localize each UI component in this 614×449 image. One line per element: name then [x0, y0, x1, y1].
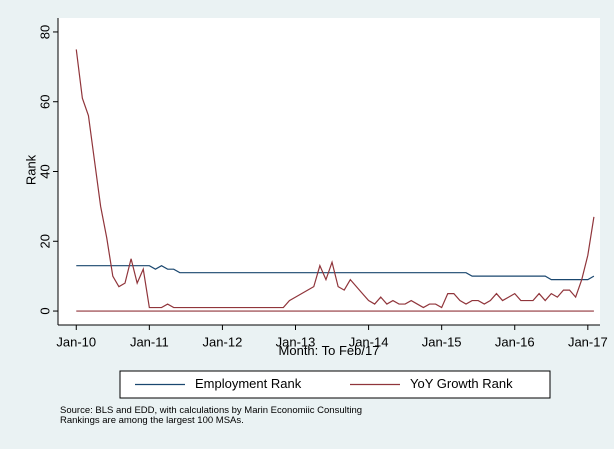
- y-axis-label: Rank: [23, 154, 38, 185]
- legend-label: YoY Growth Rank: [410, 376, 513, 391]
- x-tick-label: Jan-11: [130, 334, 169, 349]
- note: Rankings are among the largest 100 MSAs.: [60, 415, 244, 426]
- x-tick-label: Jan-12: [203, 334, 243, 349]
- y-tick-label: 20: [37, 234, 52, 248]
- y-tick-label: 80: [37, 25, 52, 39]
- y-tick-label: 0: [37, 307, 52, 314]
- x-tick-label: Jan-14: [349, 334, 389, 349]
- plot-area: [58, 18, 600, 325]
- x-tick-label: Jan-10: [56, 334, 96, 349]
- legend-box: [119, 370, 551, 399]
- x-axis-label: Month: To Feb/17: [279, 343, 380, 358]
- y-tick-label: 60: [37, 94, 52, 108]
- legend-label: Employment Rank: [195, 376, 302, 391]
- series-line: [75, 49, 595, 309]
- x-tick-label: Jan-17: [568, 334, 608, 349]
- note: Source: BLS and EDD, with calculations b…: [60, 405, 362, 416]
- x-tick-label: Jan-13: [276, 334, 316, 349]
- x-tick-label: Jan-15: [422, 334, 462, 349]
- x-tick-label: Jan-16: [495, 334, 535, 349]
- y-tick-label: 40: [37, 164, 52, 178]
